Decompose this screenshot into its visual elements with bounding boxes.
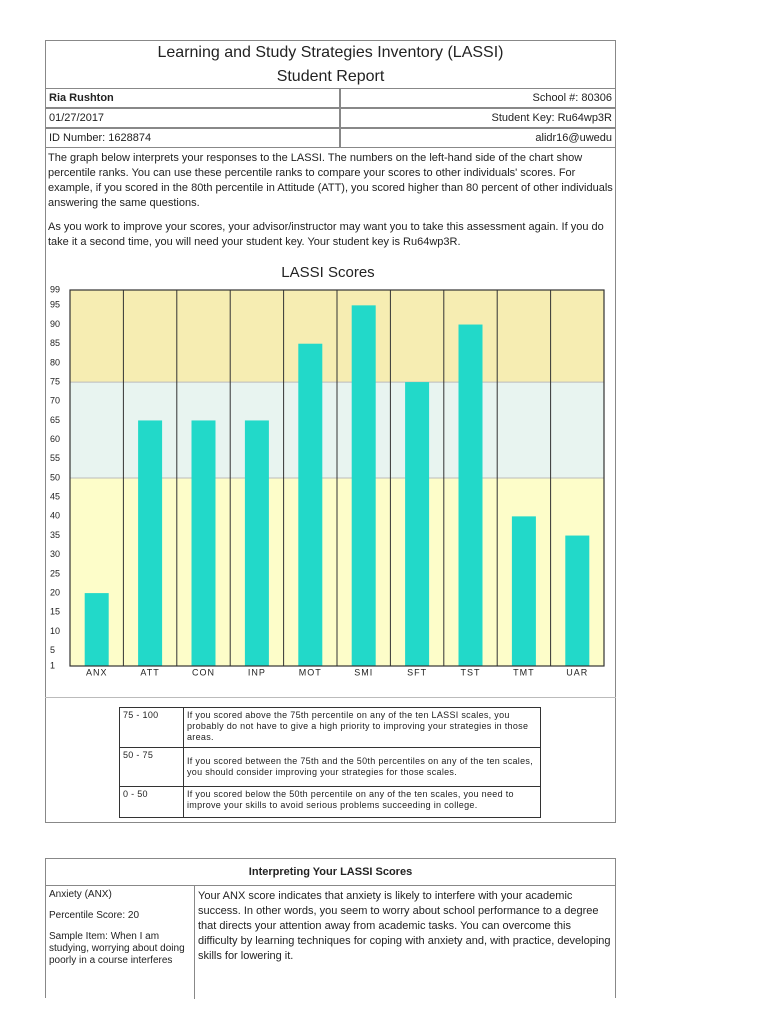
- y-tick-label: 55: [50, 453, 60, 463]
- bar: [191, 420, 216, 666]
- chart-title: LASSI Scores: [281, 264, 374, 281]
- bar: [458, 324, 483, 666]
- bar: [351, 305, 376, 666]
- bar: [84, 593, 109, 666]
- id-number: ID Number: 1628874: [45, 128, 340, 148]
- student-key: Student Key: Ru64wp3R: [340, 108, 616, 128]
- x-tick-label: ANX: [86, 667, 108, 677]
- scale: Anxiety (ANX): [49, 889, 112, 900]
- interpretation-table: Interpreting Your LASSI Scores Anxiety (…: [45, 858, 616, 999]
- y-tick-label: 40: [50, 511, 60, 521]
- x-tick-label: TST: [461, 667, 481, 677]
- y-tick-label: 25: [50, 568, 60, 578]
- y-tick-label: 90: [50, 319, 60, 329]
- y-tick-label: 50: [50, 472, 60, 482]
- x-tick-label: SMI: [354, 667, 373, 677]
- school-number: School #: 80306: [340, 88, 616, 108]
- bar: [565, 535, 590, 666]
- intro: The graph below interprets your response…: [48, 151, 613, 259]
- advice: If you scored below the 50th percentile …: [187, 789, 514, 810]
- title: Learning and Study Strategies Inventory …: [157, 44, 504, 61]
- y-tick-label: 10: [50, 626, 60, 636]
- y-tick-label: 65: [50, 415, 60, 425]
- date: 01/27/2017: [45, 108, 340, 128]
- y-tick-label: 70: [50, 396, 60, 406]
- y-tick-label: 75: [50, 376, 60, 386]
- subtitle: Student Report: [276, 68, 385, 85]
- interpretation-text: Your ANX score indicates that anxiety is…: [198, 890, 611, 962]
- bar: [405, 382, 430, 666]
- report-frame: [45, 40, 616, 823]
- bar: [298, 343, 323, 666]
- score: Percentile Score: 20: [49, 910, 140, 921]
- x-tick-label: UAR: [566, 667, 588, 677]
- table-title: Interpreting Your LASSI Scores: [46, 859, 615, 886]
- x-tick-label: ATT: [140, 667, 159, 677]
- y-tick-label: 30: [50, 549, 60, 559]
- y-tick-label: 20: [50, 587, 60, 597]
- legend-table: 75 - 100 If you scored above the 75th pe…: [119, 707, 541, 818]
- range: 50 - 75: [120, 748, 184, 787]
- y-tick-label: 5: [50, 645, 55, 655]
- chart: LASSI Scores 151015202530354045505560657…: [50, 264, 605, 677]
- y-tick-label: 95: [50, 300, 60, 310]
- bar: [511, 516, 536, 666]
- y-tick-label: 15: [50, 607, 60, 617]
- paragraph: As you work to improve your scores, your…: [48, 221, 604, 248]
- y-tick-label: 80: [50, 357, 60, 367]
- x-tick-label: INP: [248, 667, 266, 677]
- email: alidr16@uwedu: [340, 128, 616, 148]
- paragraph: The graph below interprets your response…: [48, 152, 613, 209]
- x-tick-label: CON: [192, 667, 215, 677]
- student-name: Ria Rushton: [45, 88, 340, 108]
- y-tick-label: 85: [50, 338, 60, 348]
- advice: If you scored above the 75th percentile …: [184, 708, 540, 748]
- range: 75 - 100: [120, 708, 184, 748]
- bar: [138, 420, 163, 666]
- scale-cell: Anxiety (ANX) Percentile Score: 20 Sampl…: [46, 886, 195, 999]
- y-tick-label: 1: [50, 660, 55, 670]
- sample-item: Sample Item: When I am studying, worryin…: [49, 931, 185, 966]
- y-tick-label: 35: [50, 530, 60, 540]
- x-tick-label: MOT: [299, 667, 322, 677]
- plot-frame: [69, 289, 605, 667]
- range: 0 - 50: [120, 787, 184, 817]
- x-tick-label: SFT: [407, 667, 427, 677]
- y-tick-label: 99: [50, 284, 60, 294]
- y-tick-label: 45: [50, 492, 60, 502]
- bar: [244, 420, 269, 666]
- divider: [45, 697, 616, 698]
- x-tick-label: TMT: [513, 667, 535, 677]
- report-header: Learning and Study Strategies Inventory …: [45, 41, 616, 89]
- advice: If you scored between the 75th and the 5…: [184, 748, 540, 787]
- y-tick-label: 60: [50, 434, 60, 444]
